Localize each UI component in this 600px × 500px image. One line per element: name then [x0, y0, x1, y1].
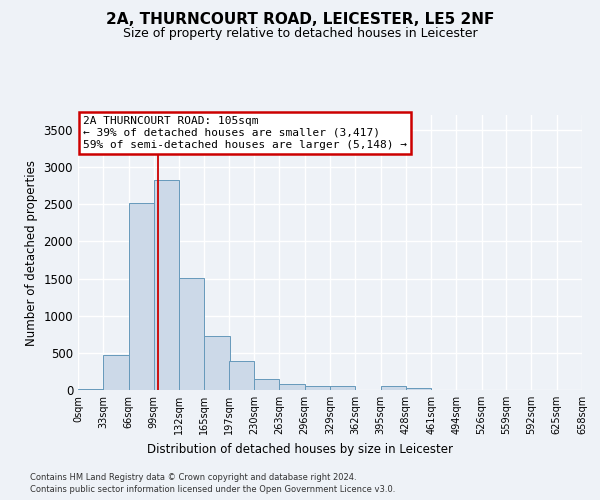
Text: 2A, THURNCOURT ROAD, LEICESTER, LE5 2NF: 2A, THURNCOURT ROAD, LEICESTER, LE5 2NF [106, 12, 494, 28]
Bar [103, 355, 128, 390]
Bar [229, 361, 254, 390]
Bar [305, 386, 330, 390]
Bar [380, 386, 406, 390]
Bar [280, 384, 305, 390]
Y-axis label: Number of detached properties: Number of detached properties [25, 160, 38, 346]
Text: Contains HM Land Registry data © Crown copyright and database right 2024.: Contains HM Land Registry data © Crown c… [30, 472, 356, 482]
Bar [330, 386, 355, 390]
Bar [205, 336, 230, 390]
Bar [128, 204, 154, 390]
Text: Contains public sector information licensed under the Open Government Licence v3: Contains public sector information licen… [30, 485, 395, 494]
Bar [406, 388, 431, 390]
Text: Size of property relative to detached houses in Leicester: Size of property relative to detached ho… [122, 28, 478, 40]
Text: Distribution of detached houses by size in Leicester: Distribution of detached houses by size … [147, 442, 453, 456]
Bar [78, 388, 103, 390]
Bar [179, 278, 205, 390]
Bar [154, 180, 179, 390]
Bar [254, 379, 280, 390]
Text: 2A THURNCOURT ROAD: 105sqm
← 39% of detached houses are smaller (3,417)
59% of s: 2A THURNCOURT ROAD: 105sqm ← 39% of deta… [83, 116, 407, 150]
